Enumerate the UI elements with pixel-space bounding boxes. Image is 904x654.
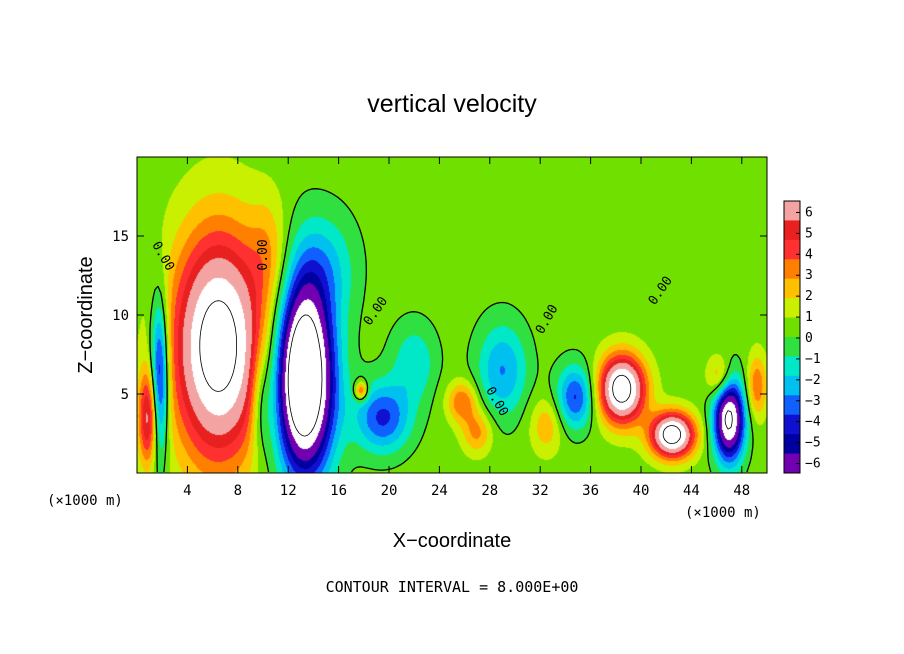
y-tick-label: 15 <box>112 229 129 245</box>
y-tick-label: 10 <box>112 308 129 324</box>
colorbar-swatch <box>784 259 800 280</box>
colorbar-swatch <box>784 337 800 357</box>
x-tick-label: 16 <box>330 483 347 499</box>
x-tick-label: 8 <box>234 483 242 499</box>
x-axis-label: X−coordinate <box>393 530 511 552</box>
colorbar-swatch <box>784 220 800 241</box>
x-tick-label: 4 <box>183 483 191 499</box>
contour-label: 0.00 <box>256 239 271 270</box>
colorbar-label: 5 <box>805 226 813 241</box>
x-tick-label: 48 <box>733 483 750 499</box>
y-tick-label: 5 <box>121 387 129 403</box>
colorbar-swatch <box>784 356 800 377</box>
colorbar-label: 2 <box>805 289 813 304</box>
contour-line <box>149 188 754 473</box>
colorbar-label: 6 <box>805 205 813 220</box>
contour-line <box>199 300 681 444</box>
colorbar-label: −6 <box>805 457 821 472</box>
contour-lines <box>149 188 754 473</box>
y-axis-ticks: 5 10 15 <box>112 229 767 403</box>
y-axis-label: Z−coordinate <box>75 256 97 373</box>
colorbar-label: 4 <box>805 247 813 262</box>
colorbar: 6 5 4 3 2 1 0 −1 −2 −3 −4 −5 −6 <box>783 200 821 474</box>
colorbar-swatch <box>784 395 800 416</box>
x-tick-label: 28 <box>481 483 498 499</box>
colorbar-swatch <box>784 239 800 260</box>
colorbar-swatch <box>784 453 800 474</box>
x-unit-label: (×1000 m) <box>47 493 123 509</box>
colorbar-label: −1 <box>805 352 821 367</box>
contour-line <box>287 314 733 437</box>
colorbar-swatch <box>784 201 800 221</box>
x-tick-label: 36 <box>582 483 599 499</box>
colorbar-label: 1 <box>805 310 813 325</box>
x-tick-label: 44 <box>683 483 700 499</box>
z-unit-label: (×1000 m) <box>685 505 761 521</box>
x-tick-label: 24 <box>431 483 448 499</box>
contour-interval-note: CONTOUR INTERVAL = 8.000E+00 <box>326 578 579 596</box>
x-tick-label: 32 <box>532 483 549 499</box>
velocity-heatmap-canvas <box>137 157 767 473</box>
colorbar-label: −4 <box>805 415 821 430</box>
colorbar-label: −2 <box>805 373 821 388</box>
chart-title: vertical velocity <box>367 90 537 118</box>
colorbar-swatch <box>784 375 800 396</box>
x-tick-label: 40 <box>633 483 650 499</box>
heatmap-field: 0.00 0.000.000.000.000.00 <box>137 157 767 473</box>
colorbar-frame <box>783 200 801 474</box>
colorbar-label: −3 <box>805 394 821 409</box>
colorbar-swatch <box>784 317 800 338</box>
colorbar-label: 0 <box>805 331 813 346</box>
colorbar-label: −5 <box>805 436 821 451</box>
colorbar-label: 3 <box>805 268 813 283</box>
colorbar-swatch <box>784 278 800 299</box>
x-tick-label: 12 <box>280 483 297 499</box>
colorbar-swatch <box>784 434 800 455</box>
x-axis-ticks: 4 8 12 16 20 24 28 32 36 40 44 48 <box>183 157 750 499</box>
x-tick-label: 20 <box>381 483 398 499</box>
colorbar-swatch <box>784 414 800 435</box>
colorbar-swatch <box>784 298 800 319</box>
